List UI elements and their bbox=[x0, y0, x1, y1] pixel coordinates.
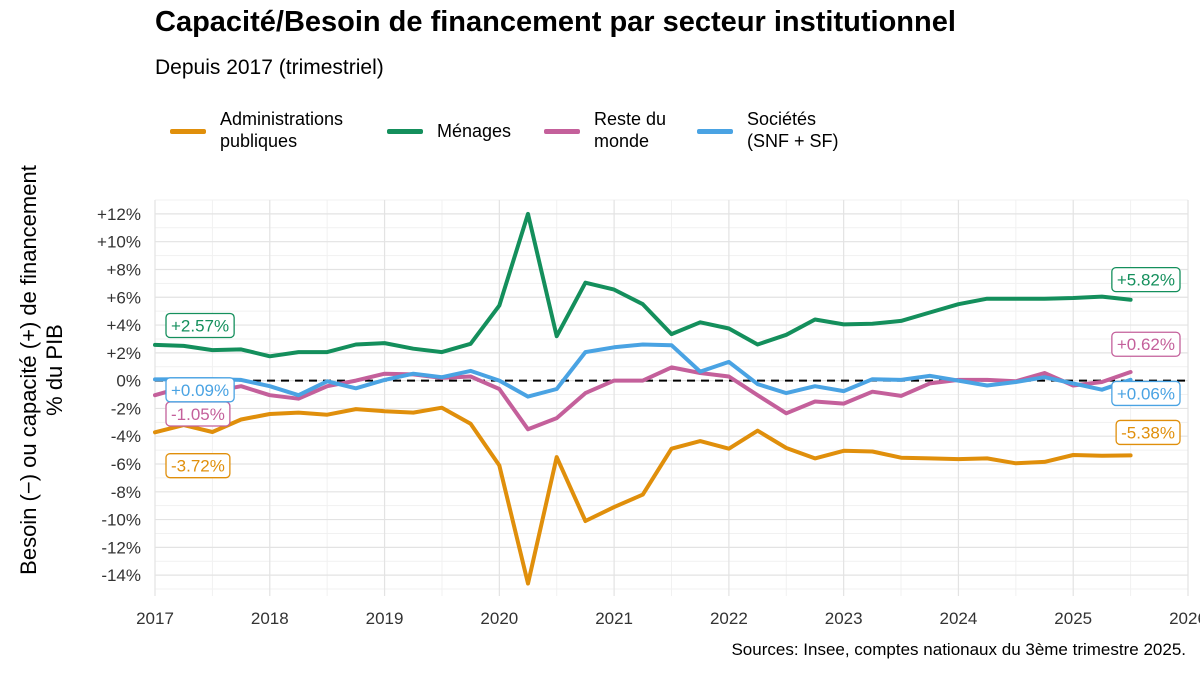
y-tick-label: -6% bbox=[111, 455, 141, 474]
end-label-3-text: +0.06% bbox=[1117, 384, 1175, 403]
end-label-1-text: +5.82% bbox=[1117, 271, 1175, 290]
y-tick-label: +10% bbox=[97, 233, 141, 252]
series-line-2 bbox=[153, 365, 1133, 432]
y-tick-label: -8% bbox=[111, 483, 141, 502]
y-tick-label: +12% bbox=[97, 205, 141, 224]
x-tick-label: 2020 bbox=[480, 609, 518, 628]
legend-swatch-reste-du-monde bbox=[544, 129, 580, 134]
y-tick-label: +2% bbox=[107, 344, 142, 363]
source-note: Sources: Insee, comptes nationaux du 3èm… bbox=[731, 640, 1186, 659]
x-tick-label: 2019 bbox=[366, 609, 404, 628]
start-label-0-text: -3.72% bbox=[171, 457, 225, 476]
legend-swatch-menages bbox=[387, 129, 423, 134]
end-label-2: +0.62% bbox=[1111, 331, 1181, 357]
y-tick-label: +4% bbox=[107, 316, 142, 335]
end-label-0-text: -5.38% bbox=[1121, 423, 1175, 442]
series-line-0 bbox=[153, 405, 1133, 586]
chart-title: Capacité/Besoin de financement par secte… bbox=[155, 6, 956, 38]
start-label-3: +0.09% bbox=[165, 377, 235, 403]
y-tick-label: -10% bbox=[101, 511, 141, 530]
start-label-1-text: +2.57% bbox=[171, 316, 229, 335]
y-tick-label: 0% bbox=[116, 372, 141, 391]
x-tick-label: 2021 bbox=[595, 609, 633, 628]
chart-subtitle: Depuis 2017 (trimestriel) bbox=[155, 56, 384, 79]
x-tick-label: 2018 bbox=[251, 609, 289, 628]
x-tick-label: 2024 bbox=[940, 609, 978, 628]
y-tick-label: +6% bbox=[107, 288, 142, 307]
x-tick-label: 2026 bbox=[1169, 609, 1200, 628]
x-tick-label: 2017 bbox=[136, 609, 174, 628]
start-label-2-text: -1.05% bbox=[171, 405, 225, 424]
legend-label-administrations: Administrations publiques bbox=[220, 109, 344, 151]
legend-swatch-administrations bbox=[170, 129, 206, 134]
series-line-3 bbox=[153, 342, 1133, 399]
legend-label-menages: Ménages bbox=[437, 121, 512, 141]
legend-label-reste-du-monde: Reste du monde bbox=[594, 109, 667, 151]
y-tick-label: -12% bbox=[101, 538, 141, 557]
end-label-0: -5.38% bbox=[1115, 419, 1181, 446]
y-tick-label: -4% bbox=[111, 427, 141, 446]
y-tick-label: +8% bbox=[107, 260, 142, 279]
x-tick-label: 2025 bbox=[1054, 609, 1092, 628]
x-tick-label: 2022 bbox=[710, 609, 748, 628]
end-label-2-text: +0.62% bbox=[1117, 335, 1175, 354]
y-tick-label: -2% bbox=[111, 399, 141, 418]
x-tick-label: 2023 bbox=[825, 609, 863, 628]
legend-swatch-societes bbox=[697, 129, 733, 134]
start-label-2: -1.05% bbox=[165, 401, 231, 427]
start-label-0: -3.72% bbox=[165, 453, 231, 479]
end-label-3: +0.06% bbox=[1111, 380, 1181, 407]
legend-label-societes: Sociétés (SNF + SF) bbox=[747, 109, 839, 151]
series-line-1 bbox=[153, 211, 1133, 359]
y-tick-label: -14% bbox=[101, 566, 141, 585]
end-label-1: +5.82% bbox=[1111, 266, 1181, 293]
start-label-3-text: +0.09% bbox=[171, 381, 229, 400]
start-label-1: +2.57% bbox=[165, 312, 235, 339]
